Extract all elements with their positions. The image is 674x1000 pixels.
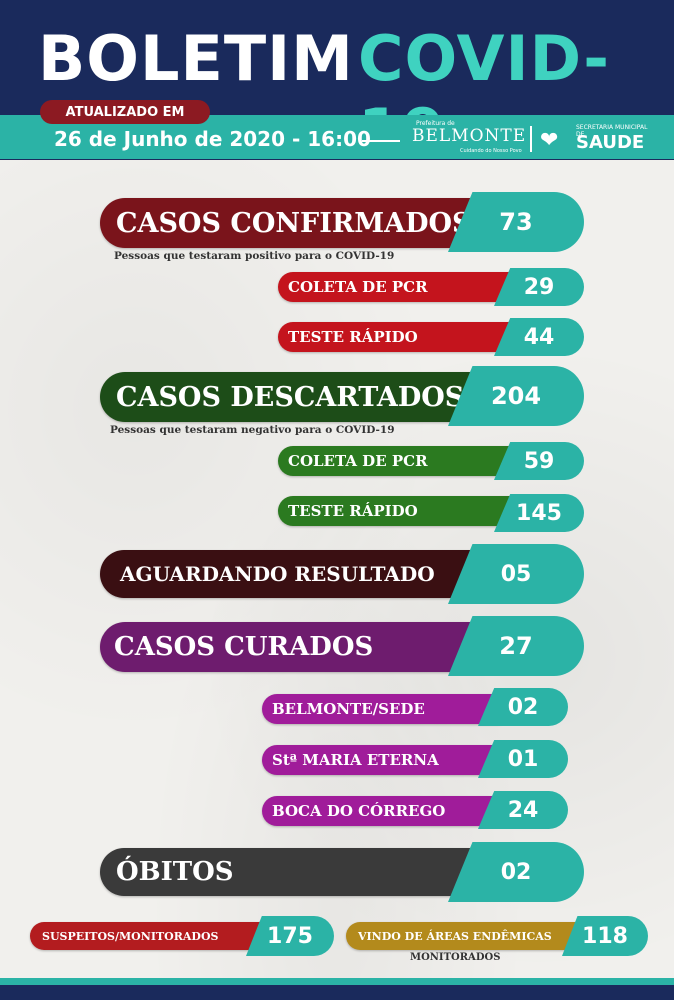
discarded-bar: CASOS DESCARTADOS [100,372,500,422]
title-boletim: BOLETIM [38,22,354,95]
cured-item-value: 01 [478,740,568,778]
awaiting-label: AGUARDANDO RESULTADO [120,562,435,586]
logo-separator [530,126,532,152]
footer-navy-strip [0,985,674,1000]
discarded-rapido-bar: TESTE RÁPIDO [278,496,528,526]
cured-item-label: Stª MARIA ETERNA [272,751,439,769]
discarded-pcr-bar: COLETA DE PCR [278,446,528,476]
cured-bar: CASOS CURADOS [100,622,500,672]
suspects-bar: SUSPEITOS/MONITORADOS [30,922,280,950]
endemic-value: 118 [562,916,648,956]
footer-teal-strip [0,978,674,985]
confirmed-note: Pessoas que testaram positivo para o COV… [114,250,395,262]
endemic-bar: VINDO DE ÁREAS ENDÊMICAS [346,922,596,950]
cured-item-bar: Stª MARIA ETERNA [262,745,512,775]
awaiting-bar: AGUARDANDO RESULTADO [100,550,500,598]
suspects-value: 175 [246,916,334,956]
discarded-pcr-value: 59 [494,442,584,480]
updated-date: 26 de Junho de 2020 - 16:00 [54,127,371,151]
endemic-sublabel: MONITORADOS [410,952,501,963]
cured-item-bar: BOCA DO CÓRREGO [262,796,512,826]
cured-item-value: 24 [478,791,568,829]
discarded-value: 204 [448,366,584,426]
saude-logo: ❤ SECRETARIA MUNICIPAL DE SAUDE [540,124,650,154]
awaiting-value: 05 [448,544,584,604]
saude-logo-text: SAUDE [576,132,645,153]
discarded-rapido-value: 145 [494,494,584,532]
discarded-note: Pessoas que testaram negativo para o COV… [110,424,395,436]
heart-hands-icon: ❤ [540,128,559,153]
confirmed-rapido-bar: TESTE RÁPIDO [278,322,528,352]
cured-value: 27 [448,616,584,676]
updated-badge: ATUALIZADO EM [40,100,210,124]
belmonte-logo-text: BELMONTE [412,126,527,146]
confirmed-rapido-value: 44 [494,318,584,356]
discarded-rapido-label: TESTE RÁPIDO [288,502,418,520]
discarded-pcr-label: COLETA DE PCR [288,452,428,470]
confirmed-value: 73 [448,192,584,252]
belmonte-logo-sub: Prefeitura de [416,120,455,127]
belmonte-logo-tagline: Cuidando do Nosso Povo [460,148,522,154]
header-divider-line [362,140,400,142]
cured-item-value: 02 [478,688,568,726]
belmonte-logo: Prefeitura de BELMONTE Cuidando do Nosso… [412,120,525,154]
deaths-bar: ÓBITOS [100,848,500,896]
deaths-value: 02 [448,842,584,902]
deaths-label: ÓBITOS [116,857,234,887]
cured-item-bar: BELMONTE/SEDE [262,694,512,724]
confirmed-rapido-label: TESTE RÁPIDO [288,328,418,346]
endemic-label: VINDO DE ÁREAS ENDÊMICAS [358,929,552,943]
suspects-label: SUSPEITOS/MONITORADOS [42,929,219,943]
confirmed-pcr-bar: COLETA DE PCR [278,272,528,302]
discarded-label: CASOS DESCARTADOS [116,381,465,413]
cured-label: CASOS CURADOS [114,632,374,662]
cured-item-label: BELMONTE/SEDE [272,700,425,718]
confirmed-label: CASOS CONFIRMADOS [116,207,472,239]
cured-item-label: BOCA DO CÓRREGO [272,802,446,820]
confirmed-pcr-label: COLETA DE PCR [288,278,428,296]
saude-logo-sub: SECRETARIA MUNICIPAL DE [576,124,648,138]
confirmed-pcr-value: 29 [494,268,584,306]
confirmed-bar: CASOS CONFIRMADOS [100,198,500,248]
